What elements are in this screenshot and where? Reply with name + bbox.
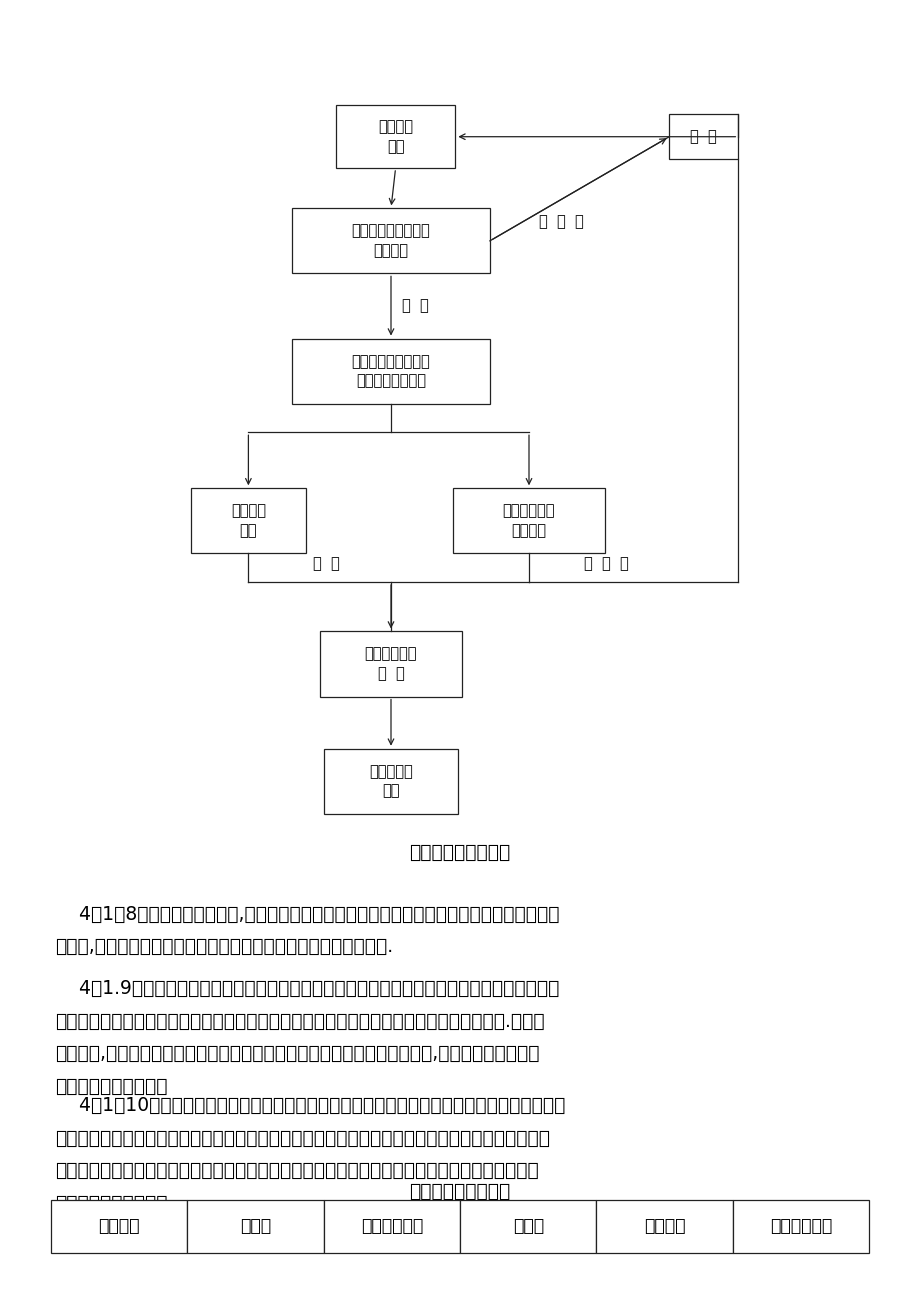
Text: 签署质检合格
意  见: 签署质检合格 意 见 xyxy=(364,647,417,681)
Text: 工序施工
完毕: 工序施工 完毕 xyxy=(378,120,413,154)
Bar xyxy=(292,208,489,273)
Bar xyxy=(335,105,455,168)
Text: 不  合  格: 不 合 格 xyxy=(539,214,583,229)
Text: 通知现场工程监理驻
现场代表检查验收: 通知现场工程监理驻 现场代表检查验收 xyxy=(351,354,430,388)
Bar xyxy=(452,488,605,553)
Text: 查试验资料和
技术资料: 查试验资料和 技术资料 xyxy=(502,504,555,538)
Text: 会同现场
检查: 会同现场 检查 xyxy=(231,504,266,538)
Bar xyxy=(292,339,489,404)
Text: 李仁俊、江山: 李仁俊、江山 xyxy=(769,1217,832,1236)
Bar xyxy=(732,1200,868,1253)
Bar xyxy=(460,1200,596,1253)
Bar xyxy=(323,1200,460,1253)
Bar xyxy=(320,631,461,697)
Text: 进行下一道
工序: 进行下一道 工序 xyxy=(369,764,413,798)
Text: 合  格: 合 格 xyxy=(402,298,428,314)
Text: 现场执行经理: 现场执行经理 xyxy=(360,1217,423,1236)
Text: 返  修: 返 修 xyxy=(689,129,717,145)
Text: 不  合  格: 不 合 格 xyxy=(583,556,628,572)
Text: 施工现场自检，专职
检查验收: 施工现场自检，专职 检查验收 xyxy=(351,224,430,258)
Text: 生产经理: 生产经理 xyxy=(643,1217,685,1236)
Bar xyxy=(187,1200,323,1253)
Text: 4．1．10加强物资管理，材料的采购从品种、规格到数量上都满足图纸设计要求，对材料供应
商进行评估和审核，建立合格的供应商名册，材料进场必须有出厂合格证。同时做: 4．1．10加强物资管理，材料的采购从品种、规格到数量上都满足图纸设计要求，对材… xyxy=(55,1096,565,1212)
Bar xyxy=(324,749,458,814)
Bar xyxy=(669,113,738,159)
Text: 4．1．8做好隐蔽工程的验收,在班组自检、互检合格的基础上，由监控管理部组织、质检员参
加检查,合格后通知业主、监理复验，复验合格后进入下道工序施工.: 4．1．8做好隐蔽工程的验收,在班组自检、互检合格的基础上，由监控管理部组织、质… xyxy=(55,905,559,957)
Bar xyxy=(596,1200,732,1253)
Text: 合  格: 合 格 xyxy=(312,556,339,572)
Text: 吴谋奇: 吴谋奇 xyxy=(512,1217,543,1236)
Text: 高尚平: 高尚平 xyxy=(240,1217,270,1236)
Text: 项目经理: 项目经理 xyxy=(98,1217,140,1236)
Text: 工序质量管理体系图: 工序质量管理体系图 xyxy=(409,844,510,862)
Bar xyxy=(51,1200,187,1253)
Text: 质检小组构成人员表: 质检小组构成人员表 xyxy=(409,1182,510,1200)
Text: 4．1.9施工现场设专职资料员，做好各项施工记录、原始记录、技术资料的收集与整理，做到
整理与填写及时、真实、清楚，现场备摄像机、照相机、监视器，及时记录工程施: 4．1.9施工现场设专职资料员，做好各项施工记录、原始记录、技术资料的收集与整理… xyxy=(55,979,559,1095)
Bar xyxy=(191,488,306,553)
